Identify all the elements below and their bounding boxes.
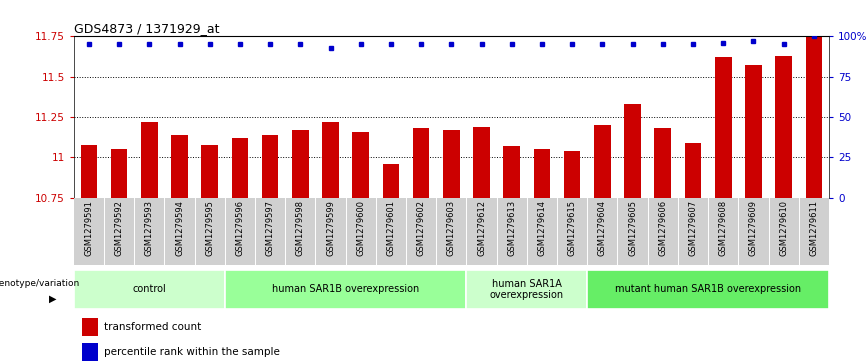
Bar — [141, 122, 158, 198]
Bar — [82, 343, 98, 360]
Bar — [685, 143, 701, 198]
Bar — [352, 132, 369, 198]
Bar — [111, 149, 128, 198]
Bar — [594, 125, 611, 198]
Bar — [564, 151, 581, 198]
Text: transformed count: transformed count — [104, 322, 201, 332]
Bar — [225, 270, 466, 309]
Bar — [171, 135, 187, 198]
Text: GDS4873 / 1371929_at: GDS4873 / 1371929_at — [74, 22, 220, 35]
Bar — [473, 127, 490, 198]
Bar — [588, 270, 829, 309]
Bar — [624, 104, 641, 198]
Bar — [466, 270, 588, 309]
Bar — [806, 36, 822, 198]
Bar — [82, 318, 98, 336]
Bar — [413, 129, 430, 198]
Text: GSM1279605: GSM1279605 — [628, 200, 637, 256]
Text: GSM1279603: GSM1279603 — [447, 200, 456, 256]
Text: GSM1279594: GSM1279594 — [175, 200, 184, 256]
Text: GSM1279597: GSM1279597 — [266, 200, 274, 256]
Text: GSM1279610: GSM1279610 — [779, 200, 788, 256]
Bar — [74, 270, 225, 309]
Text: GSM1279606: GSM1279606 — [658, 200, 667, 256]
Text: GSM1279593: GSM1279593 — [145, 200, 154, 256]
Text: GSM1279592: GSM1279592 — [115, 200, 123, 256]
Text: GSM1279604: GSM1279604 — [598, 200, 607, 256]
Bar — [232, 138, 248, 198]
Bar — [292, 130, 309, 198]
Bar — [503, 146, 520, 198]
Bar — [715, 57, 732, 198]
Bar — [775, 56, 792, 198]
Bar — [81, 144, 97, 198]
Text: GSM1279607: GSM1279607 — [688, 200, 698, 256]
Text: human SAR1B overexpression: human SAR1B overexpression — [272, 285, 419, 294]
Text: GSM1279602: GSM1279602 — [417, 200, 425, 256]
Text: ▶: ▶ — [49, 294, 57, 304]
Bar — [201, 144, 218, 198]
Text: GSM1279598: GSM1279598 — [296, 200, 305, 256]
Bar — [383, 164, 399, 198]
Bar — [534, 149, 550, 198]
Text: human SAR1A
overexpression: human SAR1A overexpression — [490, 279, 564, 300]
Bar — [443, 130, 460, 198]
Bar — [262, 135, 279, 198]
Text: GSM1279600: GSM1279600 — [356, 200, 365, 256]
Text: GSM1279595: GSM1279595 — [205, 200, 214, 256]
Bar — [654, 129, 671, 198]
Text: GSM1279615: GSM1279615 — [568, 200, 576, 256]
Bar — [745, 65, 762, 198]
Text: GSM1279599: GSM1279599 — [326, 200, 335, 256]
Text: mutant human SAR1B overexpression: mutant human SAR1B overexpression — [615, 285, 801, 294]
Text: GSM1279609: GSM1279609 — [749, 200, 758, 256]
Text: GSM1279591: GSM1279591 — [84, 200, 94, 256]
Bar — [322, 122, 339, 198]
Text: GSM1279613: GSM1279613 — [507, 200, 516, 256]
Text: control: control — [133, 285, 166, 294]
Text: GSM1279601: GSM1279601 — [386, 200, 396, 256]
Text: GSM1279596: GSM1279596 — [235, 200, 245, 256]
Text: genotype/variation: genotype/variation — [0, 279, 80, 288]
Text: GSM1279611: GSM1279611 — [809, 200, 819, 256]
Text: GSM1279608: GSM1279608 — [719, 200, 727, 256]
Text: GSM1279612: GSM1279612 — [477, 200, 486, 256]
Text: percentile rank within the sample: percentile rank within the sample — [104, 347, 280, 357]
Text: GSM1279614: GSM1279614 — [537, 200, 547, 256]
